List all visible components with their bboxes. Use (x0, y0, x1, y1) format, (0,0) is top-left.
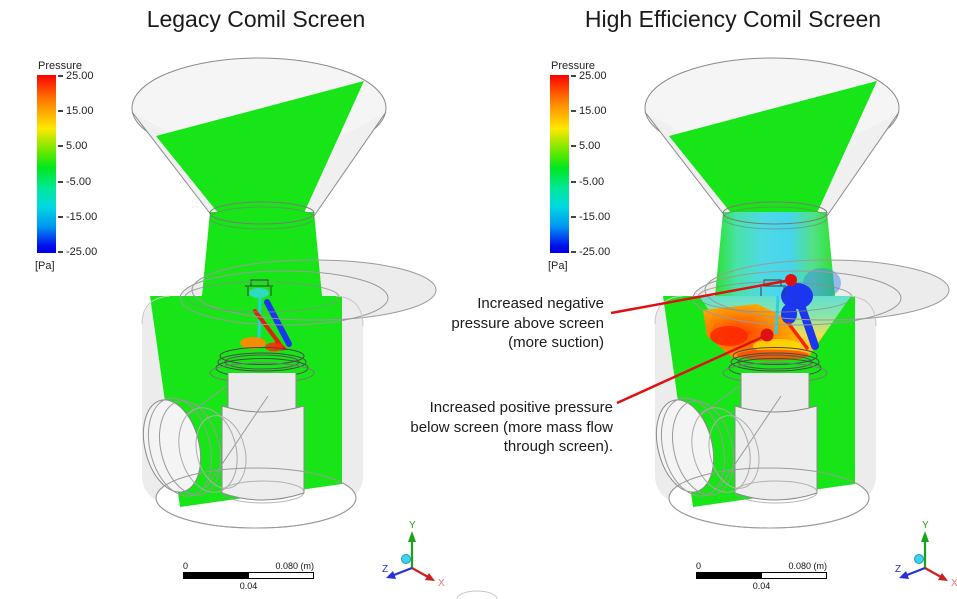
legend-unit: [Pa] (548, 260, 568, 272)
legend-tick-label: 15.00 (571, 105, 607, 117)
legend-tick-label: -5.00 (571, 176, 604, 188)
legend-tick-label: 5.00 (58, 140, 87, 152)
axis-triad: Y X Z (895, 520, 957, 589)
scale-mid-label: 0.04 (239, 581, 258, 591)
axis-z-label: Z (382, 564, 388, 575)
axis-z-label: Z (895, 564, 901, 575)
page-title: Legacy Comil Screen (146, 6, 366, 32)
scale-zero-label: 0 (696, 561, 702, 571)
annotation-positive-pressure: Increased positive pressure below screen… (410, 399, 613, 455)
legend-title: Pressure (38, 60, 83, 72)
legend-unit: [Pa] (35, 260, 55, 272)
scale-bar: 0 0.080 (m) 0.04 (183, 561, 315, 591)
legend-tick-label: 25.00 (571, 70, 607, 82)
legend-title: Pressure (551, 60, 596, 72)
annotation-negative-pressure: Increased negative pressure above screen… (451, 295, 604, 351)
panel-legacy: Legacy Comil Screen Pressure 25.00 15.00… (0, 0, 470, 599)
axis-y-label: Y (922, 520, 929, 531)
scale-bar: 0 0.080 (m) 0.04 (696, 561, 828, 591)
pressure-colorbar (37, 75, 56, 253)
pressure-colorbar (550, 75, 569, 253)
axis-x-label: X (951, 578, 957, 589)
legacy-device-render (131, 57, 437, 529)
high-efficiency-device-render (644, 57, 950, 529)
axis-triad: Y X Z (382, 520, 445, 589)
axis-x-label: X (438, 578, 445, 589)
legend-tick-label: 15.00 (58, 105, 94, 117)
scale-mid-label: 0.04 (752, 581, 771, 591)
scale-unit-label: (m) (300, 561, 315, 571)
scale-bar-rule (183, 572, 314, 579)
scale-unit-label: (m) (813, 561, 828, 571)
scale-zero-label: 0 (183, 561, 189, 571)
impeller (240, 288, 292, 352)
scale-max-label: 0.080 (275, 561, 298, 571)
scale-bar-rule (696, 572, 827, 579)
legend-tick-label: 25.00 (58, 70, 94, 82)
axis-y-label: Y (409, 520, 416, 531)
pressure-legend: Pressure 25.00 15.00 5.00 -5.00 -15.00 -… (34, 60, 144, 272)
pressure-legend: Pressure 25.00 15.00 5.00 -5.00 -15.00 -… (547, 60, 657, 272)
legend-tick-label: -15.00 (58, 211, 97, 223)
legend-tick-label: 5.00 (571, 140, 600, 152)
legend-tick-label: -5.00 (58, 176, 91, 188)
page-title: High Efficiency Comil Screen (584, 6, 882, 32)
scale-max-label: 0.080 (788, 561, 811, 571)
legend-tick-label: -25.00 (58, 246, 97, 258)
legend-tick-label: -25.00 (571, 246, 610, 258)
legend-tick-label: -15.00 (571, 211, 610, 223)
